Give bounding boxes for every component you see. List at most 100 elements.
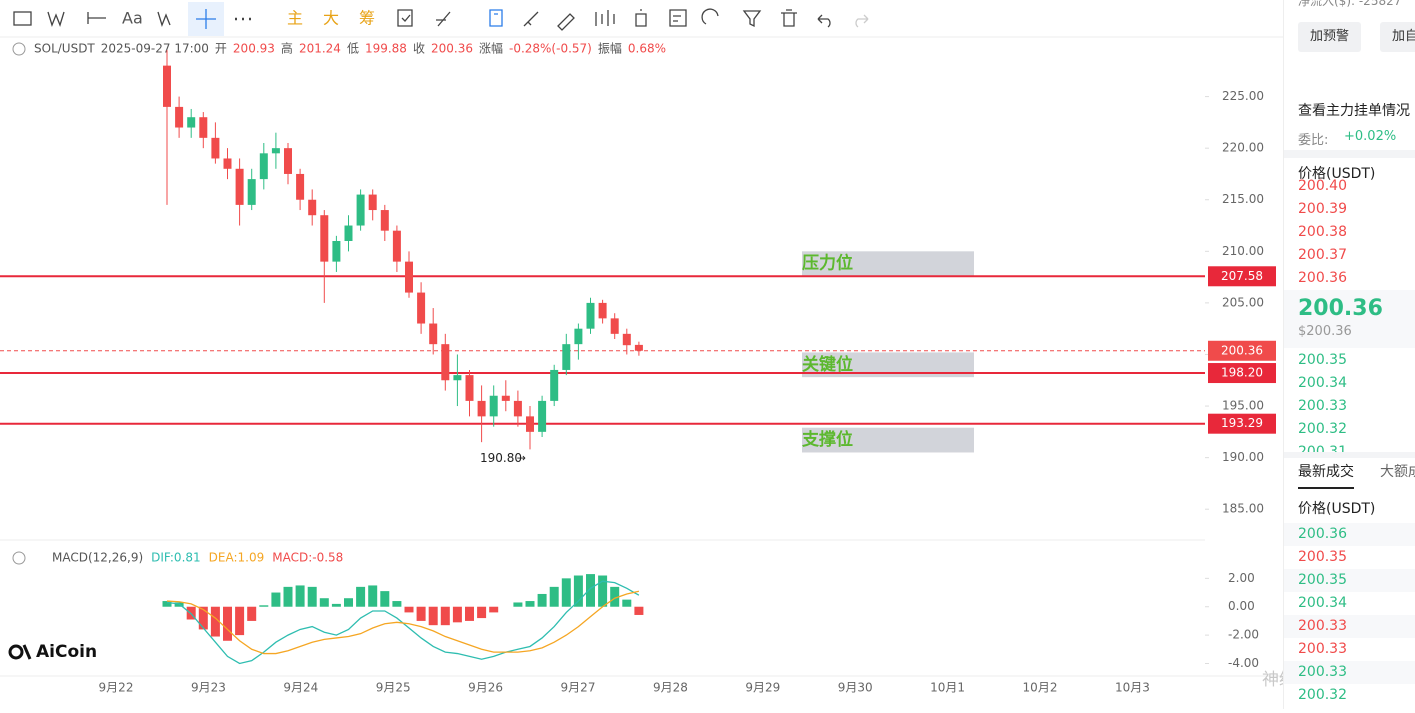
macd-bar: [549, 586, 559, 607]
macd-bar: [525, 601, 535, 607]
tool[interactable]: [489, 9, 503, 27]
y-tick-label: -4.00: [1228, 656, 1259, 670]
chart: Aa 主 大 筹 AiCoin 神级猎手星哥 SOL/USDT 2025-09-2…: [0, 2, 1364, 695]
x-tick-label: 9月30: [838, 681, 873, 695]
tool[interactable]: [742, 10, 762, 28]
candle-body: [211, 137, 220, 159]
tool[interactable]: [557, 13, 575, 31]
macd-bar: [537, 593, 547, 607]
tab[interactable]: 大额成交: [1380, 464, 1415, 480]
ask: 200.37: [1298, 247, 1347, 263]
cross-tool[interactable]: [196, 9, 216, 29]
x-tick-label: 9月25: [376, 681, 411, 695]
ohlc-value: 200.93: [233, 42, 275, 56]
wave2-tool[interactable]: [157, 11, 171, 27]
wave-tool[interactable]: [47, 11, 65, 27]
redo[interactable]: [855, 14, 869, 28]
tool-text[interactable]: 筹: [359, 9, 375, 28]
ask: 200.38: [1298, 224, 1347, 240]
x-tick-label: 9月22: [99, 681, 134, 695]
macd-bar: [610, 586, 620, 607]
candle-body: [368, 194, 377, 211]
candle-body: [163, 65, 171, 107]
macd-bar: [598, 575, 608, 607]
zone: [802, 427, 974, 453]
ohlc-value: 199.88: [365, 42, 407, 56]
macd-bar: [380, 591, 390, 607]
x-tick-label: 9月27: [561, 681, 596, 695]
macd-bar: [573, 575, 583, 607]
macd-bar: [283, 586, 293, 607]
macd-bar: [392, 601, 402, 607]
collapse[interactable]: [12, 551, 26, 565]
alert-button[interactable]: 加预警: [1298, 22, 1362, 52]
tool-text[interactable]: 大: [323, 9, 339, 28]
zone-label: 压力位: [802, 253, 853, 274]
divider: [1284, 150, 1415, 158]
tool[interactable]: [397, 9, 413, 27]
x-tick-label: 9月24: [283, 681, 318, 695]
macd-bar: [634, 606, 644, 615]
x-tick-label: 9月23: [191, 681, 226, 695]
candle-body: [562, 344, 571, 370]
x-tick-label: 9月26: [468, 681, 503, 695]
trade: 200.35: [1298, 572, 1347, 588]
macd-bar: [465, 606, 474, 621]
trade: 200.33: [1298, 618, 1347, 634]
candle-body: [356, 194, 365, 226]
line-tool[interactable]: [87, 12, 106, 24]
macd-bar: [440, 606, 450, 626]
tool[interactable]: [635, 9, 647, 27]
macd-label: DEA:1.09: [209, 551, 265, 565]
tool[interactable]: [669, 9, 687, 27]
tool[interactable]: [781, 9, 797, 27]
add-button[interactable]: 加自: [1380, 22, 1415, 52]
trade: 200.33: [1298, 641, 1347, 657]
candle-body: [610, 318, 619, 334]
y-tick-label: 2.00: [1228, 571, 1255, 585]
macd-bar: [368, 585, 378, 607]
candle-body: [586, 302, 595, 329]
macd-label: MACD:-0.58: [272, 551, 343, 565]
candle-body: [223, 158, 232, 169]
tool-text[interactable]: 主: [287, 9, 303, 28]
candle-body: [526, 416, 534, 432]
candle-body: [501, 395, 510, 401]
ohlc-label: 低: [347, 42, 359, 56]
bid: 200.35: [1298, 352, 1347, 368]
candle-body: [344, 225, 353, 241]
zone-label: 关键位: [802, 354, 853, 375]
y-tick-label: 215.00: [1222, 192, 1264, 206]
candle-body: [441, 344, 450, 381]
bid: 200.33: [1298, 398, 1347, 414]
tool[interactable]: [701, 8, 719, 25]
tool[interactable]: [436, 11, 451, 27]
brand: AiCoin: [36, 642, 97, 662]
watermark: 神级猎手星哥: [1262, 670, 1283, 690]
collapse[interactable]: [12, 42, 26, 56]
candle-body: [332, 241, 341, 262]
y-tick-label: 185.00: [1222, 502, 1264, 516]
tool-text[interactable]: Aa: [122, 9, 143, 28]
candle-body: [235, 168, 244, 205]
level-tag: [1208, 266, 1276, 287]
undo[interactable]: [817, 14, 831, 28]
tool[interactable]: [523, 11, 539, 27]
tab[interactable]: 最新成交: [1298, 461, 1354, 489]
candle-body: [634, 344, 643, 351]
macd-bar: [247, 606, 257, 621]
candle-body: [380, 210, 389, 231]
last-price: 200.36: [1298, 296, 1383, 321]
macd-bar: [489, 606, 499, 613]
level-tag-label: 193.29: [1221, 416, 1263, 430]
macd-bar: [319, 598, 329, 607]
macd-bar: [428, 606, 438, 626]
rect-tool[interactable]: [13, 11, 32, 26]
ratio-label: 委比:: [1298, 133, 1329, 148]
level-tag: [1208, 363, 1276, 384]
toolbar: [13, 2, 869, 36]
candle-body: [308, 199, 317, 216]
tool[interactable]: [595, 10, 615, 26]
bid: 200.31: [1298, 444, 1347, 452]
y-tick-label: 220.00: [1222, 141, 1264, 155]
